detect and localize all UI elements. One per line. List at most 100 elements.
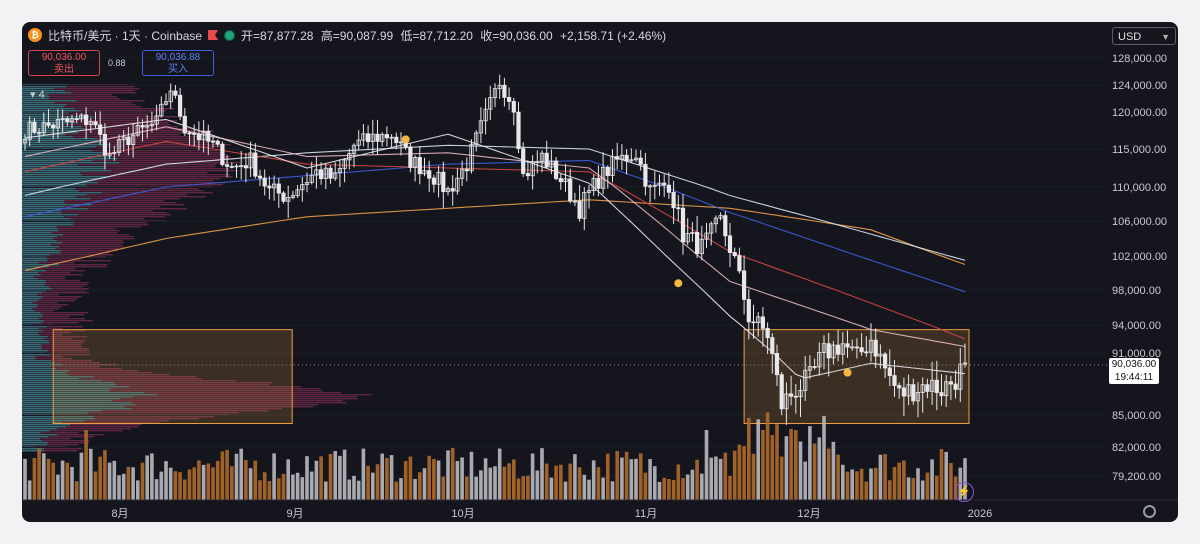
profile-bar [22,258,48,260]
profile-bar [22,366,52,368]
profile-bar [22,198,91,200]
profile-bar [22,416,94,418]
gear-icon[interactable] [1143,505,1156,518]
profile-bar [22,132,78,134]
spread-value: 0.88 [108,58,126,68]
candle-up [478,120,484,134]
profile-bar [22,112,69,114]
volume-bar [732,450,737,500]
candle-down [934,379,939,394]
profile-bar [22,102,55,104]
profile-bar [22,226,141,228]
profile-bar [22,312,41,314]
profile-bar [22,418,199,420]
profile-bar [22,124,65,126]
profile-bar [22,188,76,190]
volume-bar [544,463,549,500]
volume-bar [474,476,478,500]
profile-bar [22,104,67,106]
profile-bar [22,244,51,246]
profile-bar [22,310,36,312]
buy-label: 买入 [168,64,188,75]
candle-up [469,143,474,172]
profile-bar [22,354,51,356]
profile-bar [22,442,49,444]
volume-bar [756,419,760,500]
candle-up [713,217,719,225]
volume-bar [488,467,493,500]
volume-bar [309,471,314,500]
sell-button[interactable]: 90,036.00 卖出 [28,50,100,76]
candle-up [704,232,709,240]
profile-bar [22,228,116,230]
profile-bar [22,376,197,378]
last-price-tag: 90,036.00 19:44:11 [1109,358,1159,384]
volume-bar [136,480,140,500]
profile-bar [22,152,222,154]
profile-bar [22,326,83,328]
profile-bar [22,344,41,346]
volume-bar [446,450,450,500]
profile-bar [22,402,347,404]
candle-down [925,384,930,392]
flag-icon[interactable] [208,30,219,40]
profile-bar [22,108,75,110]
profile-bar [22,156,112,158]
lightning-icon[interactable]: ⚡ [954,482,974,502]
profile-bar [22,404,318,406]
volume-bar [883,454,887,500]
candle-up [356,139,361,146]
buy-button[interactable]: 90,036.88 买入 [142,50,214,76]
candle-up [290,195,296,198]
profile-bar [22,444,79,446]
candle-up [652,184,657,187]
currency-select[interactable]: USD ▼ [1112,27,1176,45]
profile-bar [22,260,48,262]
profile-bar [22,320,44,322]
volume-bar [366,465,370,500]
profile-bar [22,142,101,144]
profile-bar [22,318,85,320]
profile-bar [22,140,103,142]
profile-bar [22,160,220,162]
candle-down [464,168,469,172]
volume-bar [319,456,323,500]
volume-bar [902,460,906,500]
candle-down [36,131,42,134]
price-chart[interactable]: 128,000.00 124,000.00 120,000.00 115,000.00… [22,22,1178,522]
profile-bar [22,450,44,452]
profile-bar [22,266,107,268]
volume-bar [606,453,610,500]
candle-down [680,207,686,243]
candle-down [65,118,70,123]
profile-bar [22,300,38,302]
profile-bar [22,254,113,256]
profile-bar [22,306,38,308]
profile-bar [22,182,98,184]
candle-down [624,154,629,162]
price-tick-label: 115,000.00 [1112,144,1166,156]
indicator-toggle[interactable]: ▾ 4 [30,88,45,101]
profile-bar [22,90,135,92]
volume-bar [521,476,525,500]
profile-bar [22,326,47,328]
volume-bar [812,443,817,500]
profile-bar [22,434,104,436]
volume-bar [27,480,32,500]
volume-bar [714,456,718,500]
profile-bar [22,282,47,284]
symbol-title[interactable]: 比特币/美元 · 1天 · Coinbase [48,28,203,43]
moving-averages [24,118,966,379]
candle-up [323,167,328,179]
profile-bar [22,86,67,88]
volume-bar [267,481,272,500]
profile-bar [22,280,46,282]
profile-bar [22,216,165,218]
volume-bar [154,479,159,500]
buy-price: 90,036.88 [155,52,201,63]
candle-down [140,125,145,128]
profile-bar [22,166,105,168]
volume-bar [455,460,460,500]
profile-bar [22,380,102,382]
candle-up [920,384,925,393]
